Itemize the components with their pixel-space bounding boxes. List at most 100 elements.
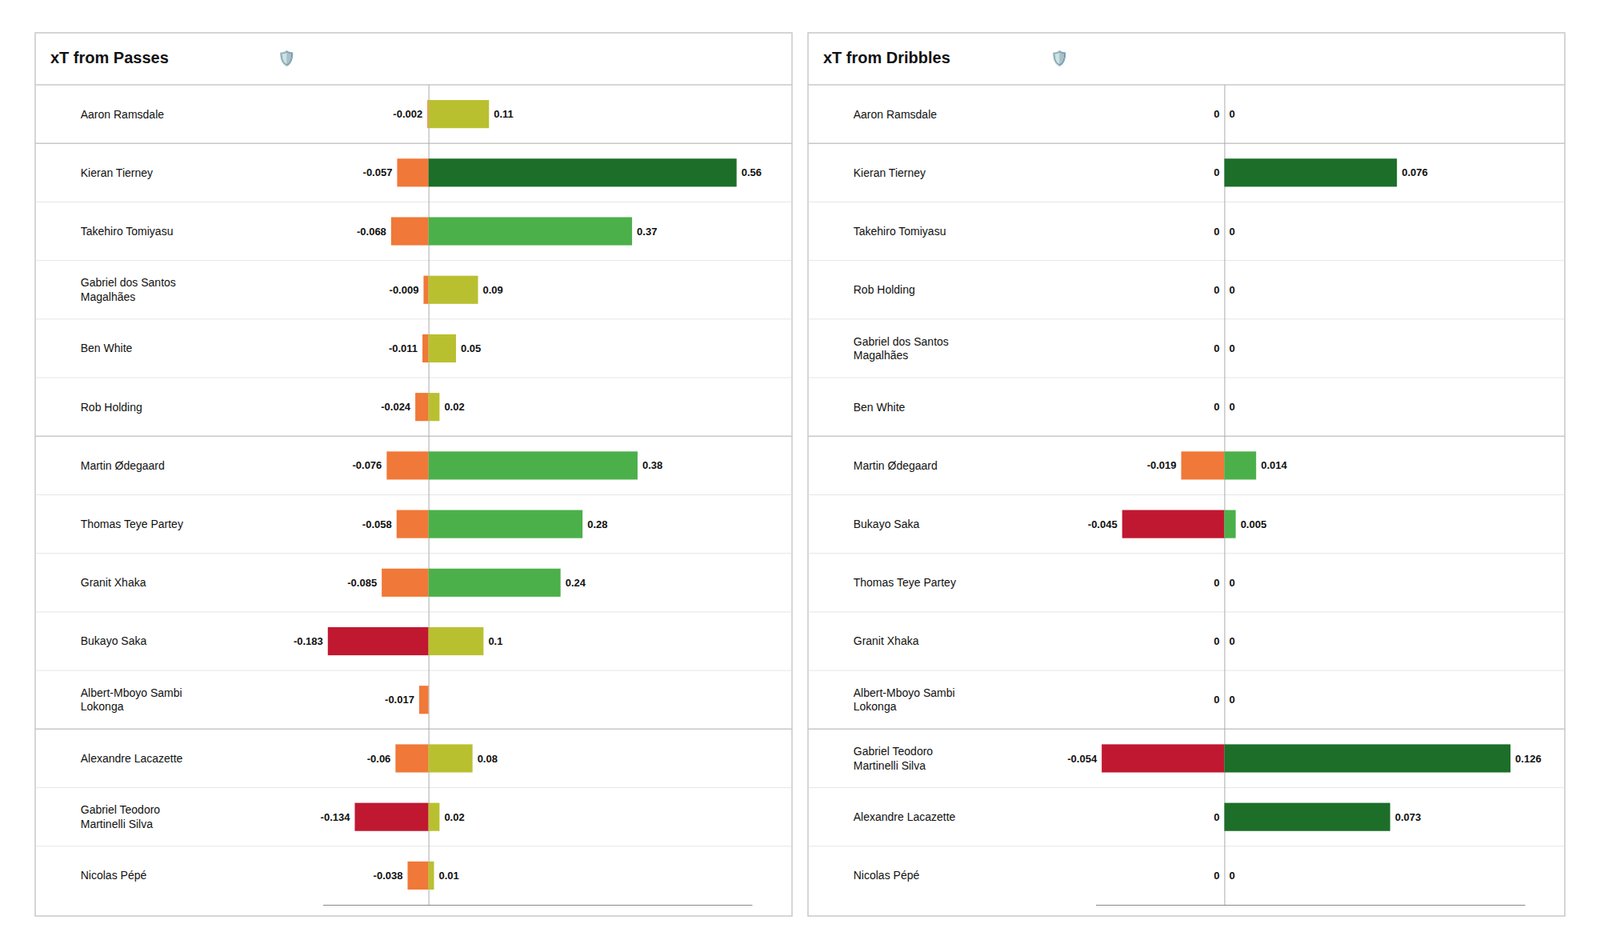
data-label: 0 bbox=[1213, 576, 1220, 589]
title-separator bbox=[35, 84, 792, 86]
category-label: Takehiro Tomiyasu bbox=[853, 224, 947, 238]
category-label-line: Bukayo Saka bbox=[80, 634, 148, 648]
data-label: 0.09 bbox=[483, 284, 504, 296]
zero-line bbox=[428, 84, 430, 905]
bar bbox=[428, 861, 435, 890]
data-label: 0 bbox=[1213, 635, 1220, 648]
row-separator bbox=[35, 670, 792, 672]
bar bbox=[1224, 685, 1225, 714]
category-label-line: Martinelli Silva bbox=[853, 759, 926, 772]
data-label: 0.02 bbox=[444, 811, 464, 824]
data-label: -0.045 bbox=[1088, 518, 1118, 531]
bar bbox=[427, 100, 428, 128]
category-label: Alexandre Lacazette bbox=[80, 752, 184, 765]
bars bbox=[1101, 158, 1511, 832]
category-label-line: Albert-Mboyo Sambi bbox=[80, 686, 183, 700]
chart-svg: xT from Passes🛡️Aaron RamsdaleKieran Tie… bbox=[0, 0, 1600, 940]
row-separator bbox=[35, 728, 792, 731]
data-label: 0.01 bbox=[439, 869, 460, 882]
bar bbox=[423, 276, 428, 304]
data-label: -0.076 bbox=[352, 459, 382, 472]
row-separator bbox=[808, 494, 1565, 496]
data-label: 0.076 bbox=[1401, 166, 1428, 179]
row-separator bbox=[808, 670, 1565, 672]
bar bbox=[1224, 392, 1225, 421]
bar bbox=[428, 627, 484, 656]
bar bbox=[1224, 334, 1225, 363]
title-separator bbox=[808, 84, 1565, 86]
data-label: 0 bbox=[1228, 635, 1235, 648]
row-separator bbox=[35, 845, 792, 847]
category-label: Gabriel TeodoroMartinelli Silva bbox=[80, 803, 161, 831]
bar bbox=[1224, 276, 1225, 304]
category-label-line: Nicolas Pépé bbox=[80, 868, 148, 882]
category-label-line: Lokonga bbox=[853, 700, 897, 713]
row-separator bbox=[35, 552, 792, 554]
category-label-line: Magalhães bbox=[80, 290, 136, 304]
category-label: Ben White bbox=[853, 400, 906, 414]
data-label: -0.038 bbox=[373, 869, 404, 882]
panel-title: xT from Passes bbox=[50, 48, 169, 67]
x-axis bbox=[1096, 84, 1526, 906]
data-label: -0.057 bbox=[363, 166, 393, 179]
bar bbox=[1224, 568, 1225, 597]
bar bbox=[1224, 100, 1225, 128]
category-label-line: Gabriel Teodoro bbox=[80, 803, 161, 816]
data-label: 0 bbox=[1228, 576, 1235, 589]
panel-border bbox=[35, 32, 792, 916]
category-label-line: Takehiro Tomiyasu bbox=[853, 224, 947, 238]
data-label: -0.058 bbox=[362, 518, 392, 531]
category-label: Albert-Mboyo SambiLokonga bbox=[853, 686, 956, 714]
data-label: 0 bbox=[1228, 108, 1235, 120]
bar bbox=[1122, 510, 1225, 539]
category-label-line: Aaron Ramsdale bbox=[80, 108, 164, 121]
data-label: 0.24 bbox=[565, 576, 587, 589]
row-separator bbox=[808, 728, 1565, 731]
bar bbox=[396, 158, 428, 187]
data-labels: -0.002-0.057-0.068-0.009-0.011-0.024-0.0… bbox=[293, 108, 762, 882]
row-separator bbox=[808, 260, 1565, 261]
category-label: Nicolas Pépé bbox=[80, 868, 148, 882]
category-label: Gabriel TeodoroMartinelli Silva bbox=[853, 744, 934, 772]
category-label-line: Takehiro Tomiyasu bbox=[80, 224, 174, 238]
row-separator bbox=[35, 787, 792, 788]
category-label-line: Aaron Ramsdale bbox=[853, 108, 937, 121]
bar bbox=[1181, 451, 1225, 480]
data-label: 0.28 bbox=[587, 518, 608, 531]
bar bbox=[428, 685, 429, 714]
data-label: -0.134 bbox=[320, 811, 352, 824]
category-label: Gabriel dos SantosMagalhães bbox=[853, 335, 949, 363]
data-label: -0.009 bbox=[389, 284, 420, 296]
category-label: Bukayo Saka bbox=[853, 517, 920, 531]
category-label-line: Alexandre Lacazette bbox=[853, 810, 956, 824]
category-label: Takehiro Tomiyasu bbox=[80, 224, 174, 238]
data-label: -0.002 bbox=[392, 108, 423, 120]
row-separator bbox=[808, 318, 1565, 320]
bar bbox=[1224, 685, 1225, 714]
category-label: Nicolas Pépé bbox=[853, 868, 920, 882]
bar bbox=[428, 568, 561, 597]
data-label: 0.05 bbox=[460, 342, 481, 355]
panel-border bbox=[808, 32, 1565, 916]
category-label-line: Kieran Tierney bbox=[80, 166, 153, 180]
data-label: -0.011 bbox=[388, 342, 418, 355]
category-label-line: Ben White bbox=[853, 400, 906, 414]
category-label-line: Martin Ødegaard bbox=[80, 459, 165, 472]
bar bbox=[1224, 861, 1225, 890]
row-separator bbox=[35, 142, 792, 144]
data-label: 0 bbox=[1213, 400, 1220, 413]
category-label-line: Magalhães bbox=[853, 348, 909, 362]
bar bbox=[1224, 627, 1225, 656]
category-label: Rob Holding bbox=[80, 400, 143, 414]
data-label: 0 bbox=[1228, 400, 1235, 413]
bar bbox=[391, 216, 429, 245]
bar bbox=[428, 276, 479, 304]
bar bbox=[428, 744, 473, 772]
bar bbox=[1224, 568, 1225, 597]
panel: xT from Dribbles🛡️Aaron RamsdaleKieran T… bbox=[808, 32, 1565, 916]
bar bbox=[1224, 276, 1225, 304]
data-label: 0 bbox=[1213, 869, 1220, 882]
bar bbox=[1224, 510, 1236, 539]
row-separator bbox=[35, 201, 792, 203]
bar bbox=[428, 510, 584, 539]
